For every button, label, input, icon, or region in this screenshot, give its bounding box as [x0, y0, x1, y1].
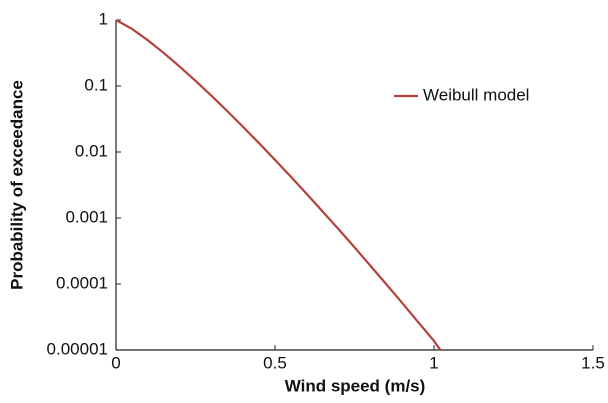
x-tick-label: 1: [429, 353, 438, 372]
y-tick-label: 1: [99, 9, 108, 28]
x-tick-label: 1.5: [581, 353, 605, 372]
legend-label: Weibull model: [423, 85, 529, 104]
y-axis-title: Probability of exceedance: [7, 80, 26, 290]
x-axis-title: Wind speed (m/s): [285, 376, 426, 395]
y-tick-label: 0.001: [65, 207, 108, 226]
y-tick-label: 0.01: [75, 141, 108, 160]
y-tick-label: 0.0001: [56, 273, 108, 292]
y-tick-label: 0.1: [84, 75, 108, 94]
x-tick-label: 0: [111, 353, 120, 372]
data-line: [115, 19, 442, 351]
y-tick-label: 0.00001: [47, 339, 108, 358]
x-tick-label: 0.5: [263, 353, 287, 372]
